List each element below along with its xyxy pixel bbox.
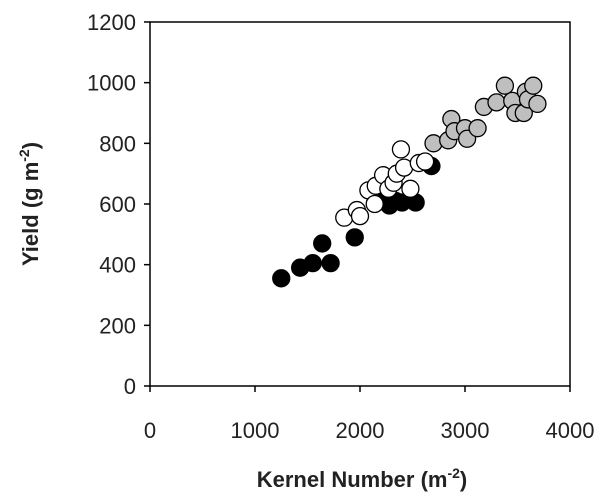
y-axis-label: Yield (g m-2): [16, 142, 43, 266]
x-tick-label: 4000: [546, 418, 595, 443]
data-point-series-2: [365, 194, 384, 214]
data-point-series-2: [391, 140, 411, 159]
data-point-series-1: [272, 269, 291, 288]
data-point-series-2: [401, 179, 420, 198]
data-point-series-1: [321, 253, 340, 273]
data-point-series-3: [524, 76, 543, 95]
y-tick-label: 0: [124, 374, 136, 399]
data-points: [272, 76, 547, 288]
y-axis-ticks: 0 200 400 600 800 1000 1200: [87, 10, 150, 399]
y-tick-label: 800: [99, 131, 136, 156]
x-tick-label: 0: [144, 418, 156, 443]
y-tick-label: 1200: [87, 10, 136, 35]
data-point-series-1: [313, 234, 332, 253]
x-tick-label: 3000: [441, 418, 490, 443]
x-axis-label: Kernel Number (m-2): [257, 465, 468, 492]
data-point-series-2: [415, 152, 435, 171]
data-point-series-1: [303, 253, 322, 273]
x-axis-ticks: 0 1000 2000 3000 4000: [144, 386, 595, 443]
data-point-series-3: [424, 134, 443, 153]
data-point-series-1: [345, 228, 364, 247]
data-point-series-2: [350, 206, 370, 226]
data-point-series-3: [487, 93, 506, 112]
data-point-series-3: [468, 119, 487, 138]
data-point-series-3: [495, 76, 515, 95]
data-point-series-3: [528, 94, 547, 114]
x-tick-label: 2000: [336, 418, 385, 443]
y-tick-label: 400: [99, 253, 136, 278]
y-tick-label: 600: [99, 192, 136, 217]
y-tick-label: 1000: [87, 71, 136, 96]
x-tick-label: 1000: [231, 418, 280, 443]
y-tick-label: 200: [99, 313, 136, 338]
